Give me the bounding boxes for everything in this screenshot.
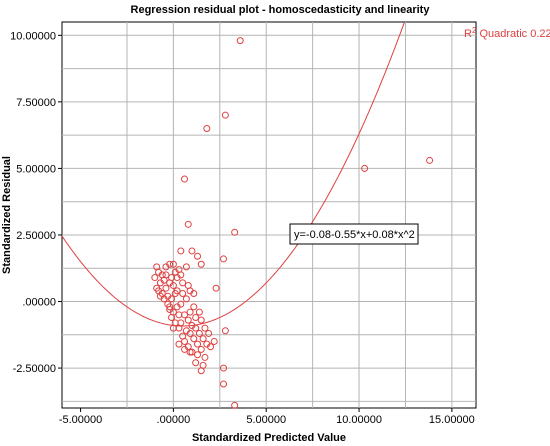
data-point (151, 274, 159, 282)
data-point (182, 295, 190, 303)
points-layer (151, 37, 434, 409)
data-point (168, 295, 176, 303)
equation-frame (289, 223, 419, 245)
data-point (194, 252, 202, 260)
data-point (231, 228, 239, 236)
y-tick-label: 5.00000 (16, 163, 56, 175)
plot-area (61, 21, 477, 409)
data-point (210, 337, 218, 345)
x-tick-label: 15.00000 (429, 414, 475, 426)
data-point (177, 300, 185, 308)
plot-background (61, 21, 477, 409)
data-point (186, 329, 194, 337)
data-point (236, 37, 244, 45)
data-point (188, 348, 196, 356)
data-point (203, 124, 211, 132)
data-point (175, 340, 183, 348)
grid (62, 22, 476, 408)
data-point (177, 319, 185, 327)
data-point (197, 260, 205, 268)
x-axis-label: Standardized Predicted Value (192, 432, 346, 444)
data-point (194, 340, 202, 348)
data-point (173, 287, 181, 295)
data-point (182, 263, 190, 271)
data-point (169, 260, 177, 268)
data-point (169, 282, 177, 290)
data-point (192, 324, 200, 332)
data-point (192, 313, 200, 321)
data-point (184, 220, 192, 228)
equation-box: y=-0.08-0.55*x+0.08*x^2 (289, 223, 419, 245)
axes: -5.00000 .00000 5.00000 10.00000 15.00000 -2.… (10, 30, 475, 426)
chart-title: Regression residual plot - homoscedastic… (131, 4, 431, 16)
data-point (162, 271, 170, 279)
data-point (197, 316, 205, 324)
y-tick-label: .00000 (22, 297, 56, 309)
data-point (162, 263, 170, 271)
fit-curve (61, 22, 405, 327)
data-point (166, 303, 174, 311)
data-point (177, 247, 185, 255)
data-point (192, 359, 200, 367)
data-point (221, 111, 229, 119)
data-point (169, 324, 177, 332)
data-point (361, 164, 369, 172)
data-point (220, 380, 228, 388)
data-point (190, 303, 198, 311)
data-point (179, 279, 187, 287)
data-point (181, 311, 189, 319)
data-point (231, 401, 239, 409)
data-point (171, 268, 179, 276)
x-tick-label: 5.00000 (246, 414, 286, 426)
data-point (221, 327, 229, 335)
y-axis-label: Standardized Residual (1, 156, 13, 274)
data-point (181, 337, 189, 345)
x-tick-label: 10.00000 (336, 414, 382, 426)
data-point (181, 175, 189, 183)
data-point (197, 367, 205, 375)
data-point (426, 156, 434, 164)
data-point (188, 247, 196, 255)
data-point (220, 364, 228, 372)
data-point (186, 308, 194, 316)
data-point (184, 282, 192, 290)
data-point (190, 335, 198, 343)
data-point (194, 351, 202, 359)
data-point (199, 335, 207, 343)
data-point (181, 345, 189, 353)
data-point (179, 290, 187, 298)
data-point (205, 329, 213, 337)
y-tick-label: 10.00000 (10, 30, 56, 42)
legend-label: R2 Quadratic 0.220 (464, 26, 550, 40)
x-tick-label: -5.00000 (59, 414, 102, 426)
data-point (162, 284, 170, 292)
data-point (197, 345, 205, 353)
y-tick-label: 2.50000 (16, 230, 56, 242)
data-point (220, 255, 228, 263)
data-point (195, 329, 203, 337)
equation-label: y=-0.08-0.55*x+0.08*x^2 (294, 229, 415, 241)
data-point (195, 308, 203, 316)
data-point (212, 284, 220, 292)
fit-curve-layer (61, 22, 405, 327)
data-point (168, 313, 176, 321)
data-point (201, 353, 209, 361)
x-tick-label: .00000 (157, 414, 191, 426)
data-point (201, 324, 209, 332)
y-tick-label: 7.50000 (16, 97, 56, 109)
data-point (155, 287, 163, 295)
y-tick-label: -2.50000 (13, 363, 56, 375)
data-point (184, 316, 192, 324)
data-point (207, 343, 215, 351)
